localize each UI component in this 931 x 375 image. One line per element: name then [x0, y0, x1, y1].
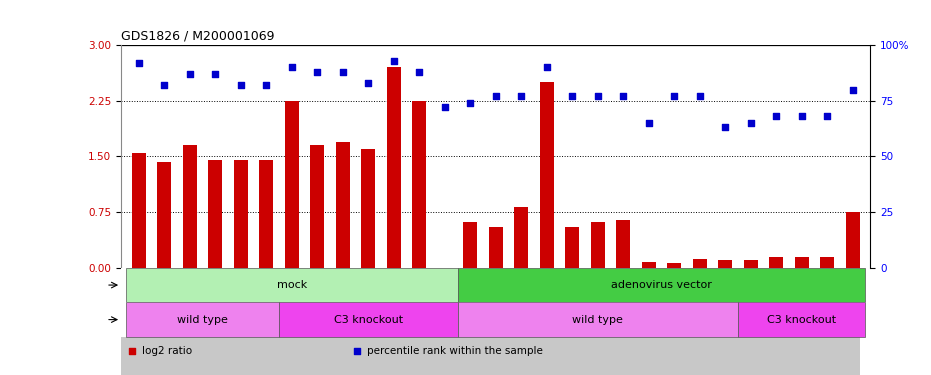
Bar — [234, 160, 248, 268]
Bar — [718, 260, 732, 268]
Text: log2 ratio: log2 ratio — [142, 346, 192, 355]
Point — [514, 93, 529, 99]
Point — [157, 82, 172, 88]
Bar — [157, 162, 171, 268]
Bar — [361, 149, 375, 268]
Point — [845, 87, 860, 93]
Bar — [412, 101, 426, 268]
Text: GDS1826 / M200001069: GDS1826 / M200001069 — [121, 30, 275, 42]
Point — [284, 64, 299, 70]
Point — [615, 93, 630, 99]
Bar — [260, 160, 274, 268]
Point — [412, 69, 426, 75]
Point — [641, 120, 656, 126]
Bar — [820, 256, 834, 268]
Bar — [182, 145, 196, 268]
Bar — [310, 145, 324, 268]
Point — [819, 113, 834, 119]
Point — [386, 58, 401, 64]
Text: C3 knockout: C3 knockout — [333, 315, 403, 325]
Point — [182, 71, 197, 77]
Point — [667, 93, 681, 99]
Point — [131, 60, 146, 66]
Bar — [590, 222, 605, 268]
Point — [489, 93, 504, 99]
Bar — [209, 160, 223, 268]
Point — [693, 93, 708, 99]
Point — [565, 93, 580, 99]
Bar — [795, 256, 809, 268]
Bar — [457, 268, 866, 302]
Bar — [279, 302, 457, 337]
Point — [310, 69, 325, 75]
Point — [590, 93, 605, 99]
Text: mock: mock — [277, 280, 307, 290]
Bar — [738, 302, 866, 337]
Text: wild type: wild type — [573, 315, 623, 325]
Point — [794, 113, 809, 119]
Bar — [126, 302, 279, 337]
Bar — [744, 260, 758, 268]
Point — [539, 64, 554, 70]
Bar — [514, 207, 528, 268]
Bar — [132, 153, 146, 268]
Point — [438, 104, 452, 110]
Point — [335, 69, 350, 75]
Bar — [565, 227, 579, 268]
Point — [718, 124, 733, 130]
Point — [350, 348, 365, 354]
Text: adenovirus vector: adenovirus vector — [611, 280, 712, 290]
Bar — [126, 268, 457, 302]
Text: C3 knockout: C3 knockout — [767, 315, 836, 325]
Bar — [336, 141, 350, 268]
Bar — [641, 262, 655, 268]
Bar — [693, 259, 707, 268]
Point — [743, 120, 758, 126]
Bar — [386, 67, 401, 268]
Bar — [540, 82, 554, 268]
Point — [259, 82, 274, 88]
Bar — [845, 212, 859, 268]
Bar — [285, 101, 299, 268]
Point — [463, 100, 478, 106]
Point — [208, 71, 223, 77]
Point — [125, 348, 140, 354]
Bar — [464, 222, 478, 268]
Bar — [457, 302, 738, 337]
Point — [769, 113, 784, 119]
Point — [361, 80, 376, 86]
Point — [234, 82, 249, 88]
Text: percentile rank within the sample: percentile rank within the sample — [367, 346, 543, 355]
Bar — [489, 227, 503, 268]
Bar — [616, 219, 630, 268]
Bar — [769, 256, 783, 268]
Bar — [668, 262, 681, 268]
Text: wild type: wild type — [177, 315, 228, 325]
